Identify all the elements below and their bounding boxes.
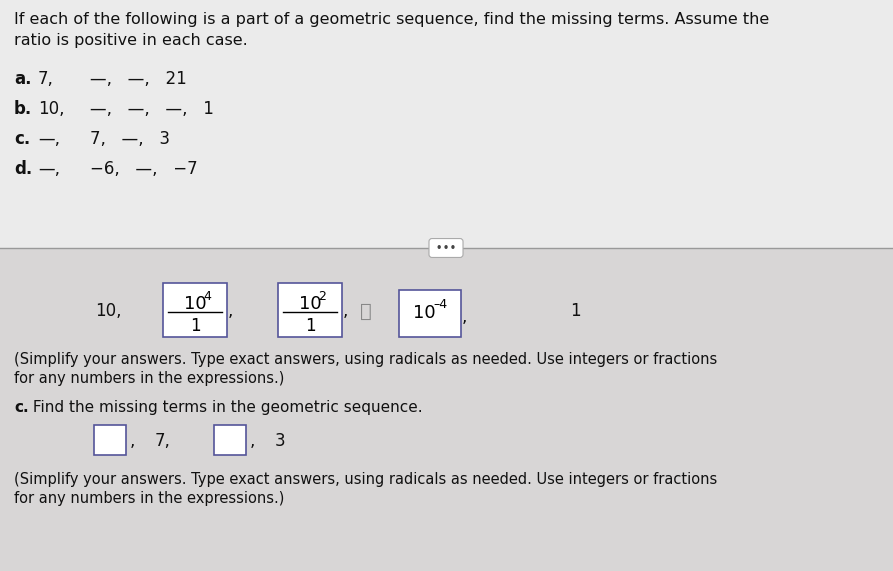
Text: —,: —, [38,160,60,178]
Text: 7,   —,   3: 7, —, 3 [90,130,170,148]
Text: ,: , [228,302,233,320]
Text: ,: , [343,302,348,320]
Text: −6,   —,   −7: −6, —, −7 [90,160,197,178]
Text: ,: , [462,308,467,326]
Text: —,   —,   21: —, —, 21 [90,70,187,88]
Text: 10,: 10, [95,302,121,320]
Text: 10: 10 [184,295,206,313]
Text: Find the missing terms in the geometric sequence.: Find the missing terms in the geometric … [28,400,422,415]
Text: ,: , [250,432,255,450]
Text: ratio is positive in each case.: ratio is positive in each case. [14,33,247,48]
Text: (Simplify your answers. Type exact answers, using radicals as needed. Use intege: (Simplify your answers. Type exact answe… [14,352,717,367]
Text: If each of the following is a part of a geometric sequence, find the missing ter: If each of the following is a part of a … [14,12,769,27]
Text: (Simplify your answers. Type exact answers, using radicals as needed. Use intege: (Simplify your answers. Type exact answe… [14,472,717,487]
Text: 1: 1 [570,302,580,320]
FancyBboxPatch shape [94,425,126,455]
Text: 10,: 10, [38,100,64,118]
Text: –4: –4 [433,299,447,312]
Text: 〈: 〈 [360,302,371,321]
Text: 4: 4 [203,289,211,303]
FancyBboxPatch shape [0,0,893,248]
Text: 3: 3 [275,432,286,450]
FancyBboxPatch shape [399,289,461,336]
Text: 10: 10 [413,304,435,322]
Text: a.: a. [14,70,31,88]
Text: for any numbers in the expressions.): for any numbers in the expressions.) [14,371,284,386]
FancyBboxPatch shape [278,283,342,337]
Text: 7,: 7, [155,432,171,450]
Text: 1: 1 [305,317,315,335]
Text: —,   —,   —,   1: —, —, —, 1 [90,100,214,118]
Text: 10: 10 [298,295,321,313]
Text: ,: , [130,432,136,450]
Text: 7,: 7, [38,70,54,88]
FancyBboxPatch shape [214,425,246,455]
Text: c.: c. [14,130,30,148]
Text: d.: d. [14,160,32,178]
Text: —,: —, [38,130,60,148]
Text: 2: 2 [318,289,326,303]
Text: b.: b. [14,100,32,118]
FancyBboxPatch shape [0,248,893,571]
Text: for any numbers in the expressions.): for any numbers in the expressions.) [14,491,284,506]
Text: c.: c. [14,400,29,415]
Text: •••: ••• [432,242,460,255]
Text: 1: 1 [189,317,200,335]
FancyBboxPatch shape [163,283,227,337]
